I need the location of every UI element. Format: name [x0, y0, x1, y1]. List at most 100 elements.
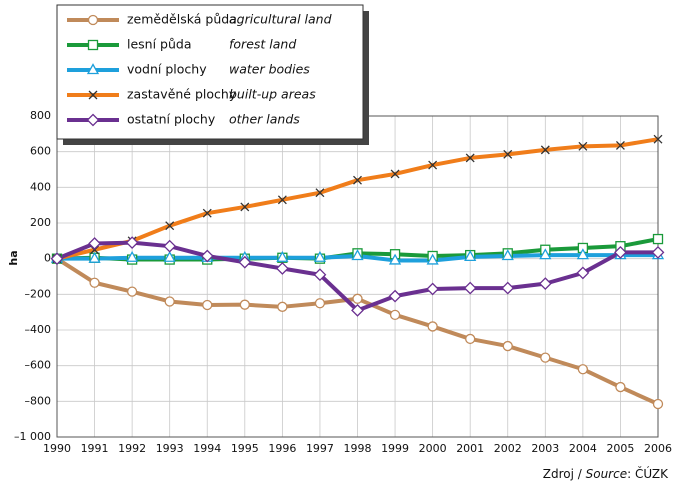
point	[615, 381, 626, 393]
point	[653, 134, 663, 144]
y-tick-label: 200	[30, 216, 51, 229]
point	[388, 253, 402, 265]
point	[426, 253, 439, 265]
point	[465, 333, 476, 345]
legend-label-en: built-up areas	[229, 87, 316, 102]
point	[651, 246, 665, 259]
y-tick-label: –200	[25, 287, 52, 300]
point	[652, 233, 664, 245]
legend-label-en: forest land	[229, 37, 296, 52]
x-tick-label: 1992	[118, 442, 146, 455]
point	[576, 248, 589, 260]
legend-label: zemědělská půda	[127, 12, 237, 27]
point	[313, 250, 327, 262]
point	[165, 221, 175, 231]
point	[539, 248, 552, 260]
point	[126, 286, 138, 297]
x-tick-label: 1998	[344, 442, 372, 455]
point	[388, 289, 402, 303]
point	[351, 303, 364, 317]
x-tick-label: 1995	[231, 442, 259, 455]
point	[428, 160, 438, 170]
point	[125, 236, 139, 250]
point	[314, 298, 326, 309]
y-tick-label: –800	[25, 394, 52, 407]
point	[126, 250, 139, 262]
y-tick-label: 600	[30, 145, 51, 158]
x-tick-label: 1990	[43, 442, 71, 455]
point	[614, 246, 627, 259]
legend-label-en: water bodies	[229, 62, 310, 77]
point	[163, 250, 176, 262]
source: Zdroj / Source: ČÚZK	[543, 466, 669, 481]
point	[615, 140, 625, 150]
source-part: Zdroj /	[543, 467, 586, 481]
x-tick-label: 2004	[569, 442, 597, 455]
point	[351, 249, 364, 261]
x-tick-label: 2005	[606, 442, 634, 455]
source-part: : ČÚZK	[627, 466, 669, 481]
y-tick-label: –1 000	[14, 430, 51, 443]
point	[86, 63, 100, 75]
point	[163, 239, 177, 253]
y-tick-label: –400	[25, 323, 52, 336]
x-tick-label: 1997	[306, 442, 334, 455]
point	[88, 90, 98, 100]
x-tick-label: 1991	[81, 442, 109, 455]
point	[389, 309, 401, 320]
point	[577, 364, 589, 375]
legend-label: ostatní plochy	[127, 112, 216, 127]
legend-label: vodní plochy	[127, 62, 207, 77]
source-part: Source	[586, 467, 627, 481]
point	[352, 293, 363, 304]
point	[578, 141, 588, 151]
x-tick-label: 1994	[193, 442, 221, 455]
point	[501, 281, 515, 295]
point	[501, 249, 514, 261]
x-tick-label: 2001	[456, 442, 484, 455]
y-tick-label: 400	[30, 180, 51, 193]
point	[88, 251, 101, 263]
point	[313, 268, 327, 282]
point	[238, 255, 252, 269]
legend-label-en: agricultural land	[229, 12, 332, 27]
point	[503, 149, 513, 159]
point	[427, 321, 438, 332]
point	[540, 145, 550, 155]
point	[202, 208, 212, 218]
point	[538, 277, 552, 291]
legend-label-en: other lands	[229, 112, 300, 127]
point	[200, 249, 214, 263]
point	[202, 299, 213, 311]
point	[652, 398, 664, 410]
point	[464, 250, 477, 262]
point	[87, 39, 99, 51]
point	[353, 175, 362, 185]
point	[89, 277, 100, 288]
point	[576, 266, 590, 280]
point	[463, 281, 477, 295]
legend-label: lesní půda	[127, 37, 192, 52]
x-tick-label: 1993	[156, 442, 184, 455]
point	[540, 352, 551, 363]
x-tick-label: 2003	[531, 442, 559, 455]
point	[87, 14, 99, 26]
legend-label: zastavěné plochy	[127, 87, 237, 102]
point	[465, 153, 475, 163]
point	[277, 195, 287, 205]
x-tick-label: 1999	[381, 442, 409, 455]
y-tick-label: 0	[44, 252, 51, 265]
point	[164, 296, 175, 307]
point	[239, 299, 250, 310]
point	[390, 169, 400, 179]
point	[275, 262, 289, 275]
point	[276, 250, 289, 262]
point	[315, 188, 325, 198]
point	[502, 340, 513, 352]
x-tick-label: 2000	[419, 442, 447, 455]
point	[88, 237, 101, 250]
y-tick-label: –600	[25, 359, 52, 372]
y-axis-label: ha	[7, 250, 20, 265]
x-tick-label: 2002	[494, 442, 522, 455]
